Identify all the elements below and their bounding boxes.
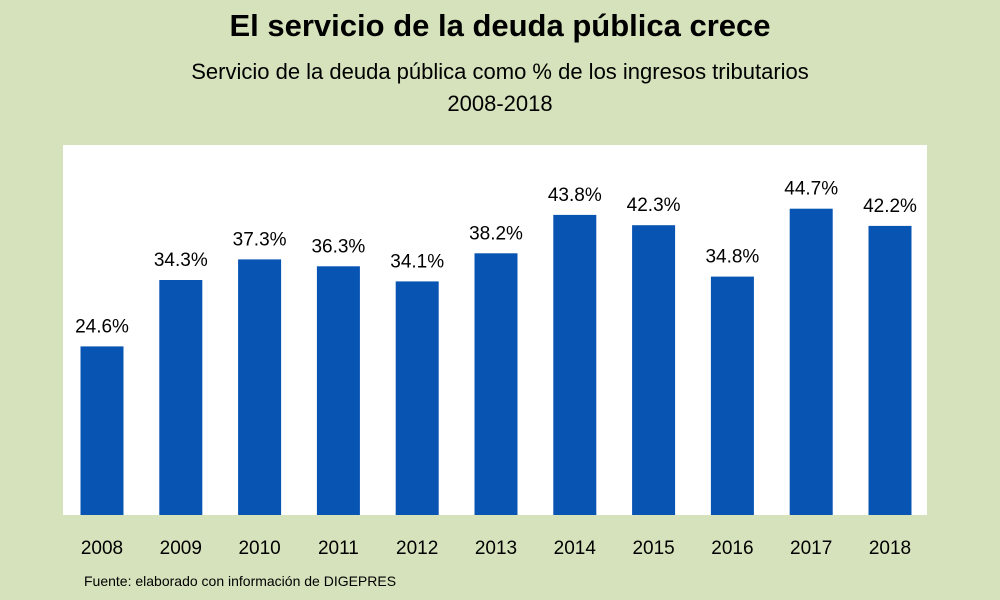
data-label-2010: 37.3% <box>233 229 287 250</box>
bar-2011 <box>316 266 360 515</box>
x-axis-label-2008: 2008 <box>81 538 123 559</box>
source-note: Fuente: elaborado con información de DIG… <box>84 573 397 589</box>
data-label-2015: 42.3% <box>627 195 681 216</box>
data-label-2012: 34.1% <box>390 251 444 272</box>
chart-title: El servicio de la deuda pública crece <box>229 8 771 43</box>
x-axis-label-2014: 2014 <box>554 538 597 559</box>
bar-2012 <box>395 281 439 515</box>
data-label-2009: 34.3% <box>154 250 208 271</box>
data-label-2018: 42.2% <box>863 196 917 217</box>
x-axis-label-2009: 2009 <box>160 538 202 559</box>
x-axis-label-2017: 2017 <box>790 538 832 559</box>
bar-2009 <box>159 280 203 515</box>
x-axis-label-2011: 2011 <box>318 538 359 559</box>
x-axis-label-2010: 2010 <box>238 538 280 559</box>
bar-2013 <box>474 253 518 516</box>
data-label-2014: 43.8% <box>548 185 602 206</box>
bar-2017 <box>789 208 833 515</box>
bar-2016 <box>710 276 754 515</box>
bar-2015 <box>632 225 676 515</box>
bars-group <box>80 208 912 516</box>
bar-2014 <box>553 214 597 515</box>
data-label-2016: 34.8% <box>705 247 759 268</box>
x-axis-label-2012: 2012 <box>396 538 438 559</box>
bar-2008 <box>80 346 124 515</box>
bar-2018 <box>868 225 912 515</box>
bar-2010 <box>238 259 282 515</box>
x-axis-labels: 2008 2009 2010 2011 2012 2013 2014 2015 2016 2017… <box>81 538 911 559</box>
x-axis-label-2013: 2013 <box>475 538 517 559</box>
x-axis-label-2018: 2018 <box>869 538 911 559</box>
data-labels-group: 24.6% 34.3% 37.3% 36.3% 34.1% 38.2% 43.8% 42.3%… <box>75 179 917 338</box>
data-label-2008: 24.6% <box>75 316 129 337</box>
chart-period: 2008-2018 <box>447 91 553 116</box>
x-axis-label-2015: 2015 <box>632 538 674 559</box>
data-label-2011: 36.3% <box>311 236 365 257</box>
data-label-2013: 38.2% <box>469 223 523 244</box>
x-axis-label-2016: 2016 <box>711 538 753 559</box>
chart-subtitle: Servicio de la deuda pública como % de l… <box>191 59 809 84</box>
data-label-2017: 44.7% <box>784 179 838 200</box>
